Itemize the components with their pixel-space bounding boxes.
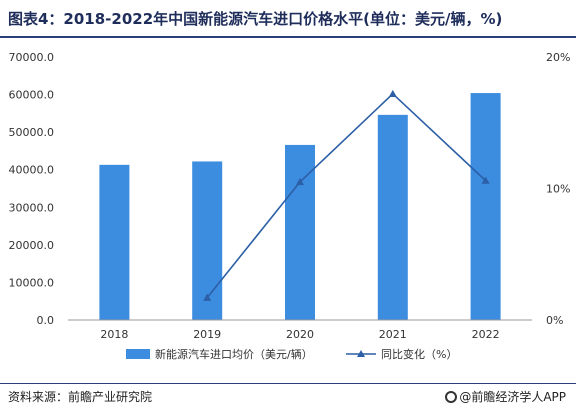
chart: 0.0 10000.0 20000.0 30000.0 40000.0 50000.0 60…	[9, 51, 571, 361]
x-tick-label: 2022	[472, 328, 500, 341]
x-axis-labels: 2018 2019 2020 2021 2022	[100, 328, 499, 341]
chart-title: 图表4：2018-2022年中国新能源汽车进口价格水平(单位：美元/辆，%)	[8, 10, 503, 28]
bar-series	[99, 93, 501, 320]
legend-bar-label: 新能源汽车进口均价（美元/辆）	[155, 347, 313, 361]
x-tick-label: 2019	[193, 328, 221, 341]
left-tick-label: 10000.0	[9, 276, 55, 289]
x-tick-label: 2021	[379, 328, 407, 341]
line-point	[481, 176, 490, 184]
line-point	[296, 177, 304, 186]
left-axis-ticks: 0.0 10000.0 20000.0 30000.0 40000.0 50000.0 60…	[9, 51, 55, 327]
legend-line-marker	[357, 350, 365, 357]
x-tick-label: 2020	[286, 328, 314, 341]
line-path	[206, 92, 487, 299]
line-series	[203, 89, 490, 301]
legend: 新能源汽车进口均价（美元/辆） 同比变化（%）	[126, 347, 457, 361]
right-tick-label: 20%	[546, 51, 570, 64]
bar-2020	[285, 144, 315, 320]
left-tick-label: 70000.0	[9, 51, 55, 64]
bar-2021	[377, 114, 408, 320]
bar-2018	[99, 164, 130, 320]
right-tick-label: 0%	[546, 314, 563, 327]
source-note: 资料来源：前瞻产业研究院	[8, 390, 153, 404]
left-tick-label: 30000.0	[9, 201, 55, 214]
legend-line-label: 同比变化（%）	[381, 347, 457, 361]
line-point	[388, 89, 397, 98]
footer-divider	[0, 383, 576, 384]
legend-bar-swatch	[126, 349, 150, 359]
brand-credit: @前瞻经济学人APP	[445, 388, 566, 405]
bar-2022	[470, 93, 501, 320]
left-tick-label: 40000.0	[9, 164, 55, 177]
right-tick-label: 10%	[546, 183, 570, 196]
left-tick-label: 50000.0	[9, 126, 55, 139]
left-tick-label: 0.0	[37, 314, 55, 327]
brand-text: @前瞻经济学人APP	[459, 390, 566, 404]
title-divider	[0, 36, 576, 38]
left-tick-label: 20000.0	[9, 239, 55, 252]
line-point	[203, 293, 212, 301]
x-tick-label: 2018	[100, 328, 128, 341]
left-tick-label: 60000.0	[9, 89, 55, 102]
right-axis-ticks: 0% 10% 20%	[546, 51, 570, 327]
brand-logo-icon	[445, 391, 458, 403]
bar-2019	[192, 161, 223, 320]
